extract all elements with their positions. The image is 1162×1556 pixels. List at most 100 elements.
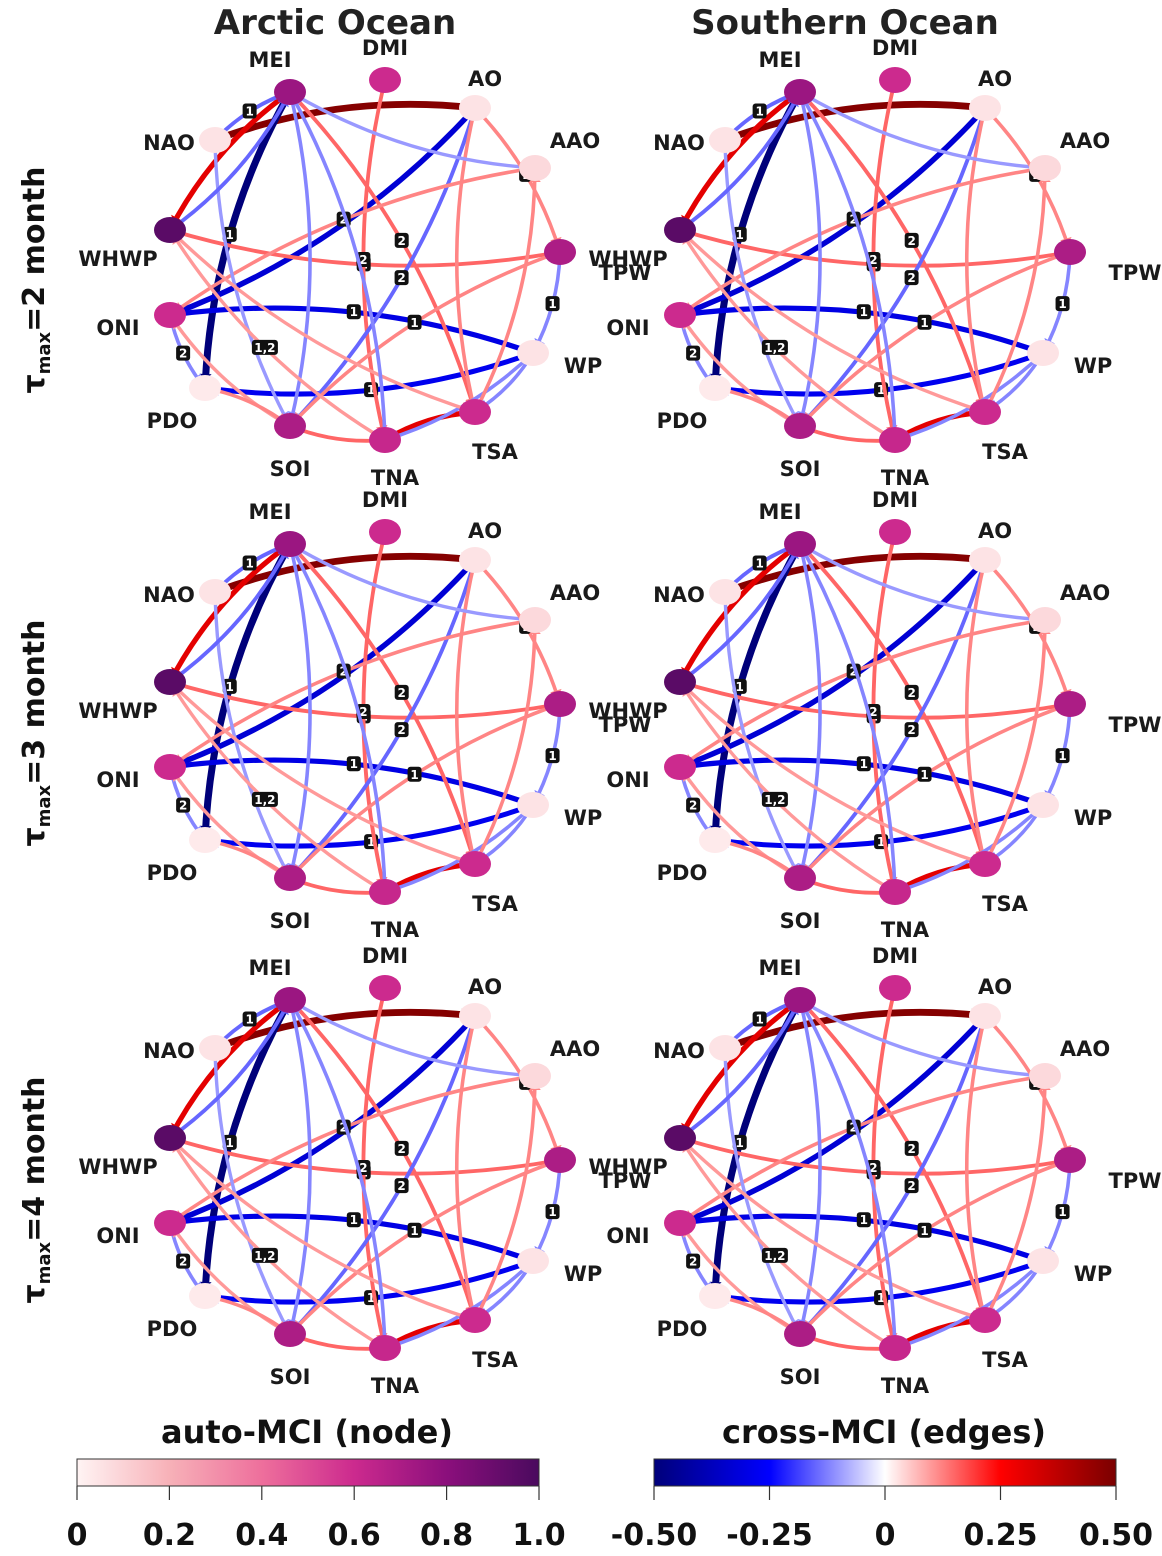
node-ao	[969, 1003, 1001, 1029]
node-tna	[879, 427, 911, 453]
network-edge	[167, 89, 293, 233]
edge-lag-label: 1	[920, 1224, 928, 1238]
edge-lag-badge	[761, 339, 788, 355]
edge-lag-label: 2	[869, 253, 877, 267]
network-edge	[288, 542, 312, 880]
edge-lag-badge	[904, 722, 919, 738]
edge-lag-label: 1,2	[764, 341, 785, 355]
network-edge	[677, 997, 803, 1141]
edge-lag-badge	[394, 722, 409, 738]
edge-lag-label: 2	[850, 665, 858, 679]
edge-lag-badge	[407, 1222, 422, 1238]
edge-lag-badge	[752, 103, 767, 119]
edge-lag-label: 1	[548, 297, 556, 311]
edge-lag-label: 2	[908, 234, 916, 248]
edge-lag-badge	[856, 1212, 871, 1228]
node-label: NAO	[653, 583, 705, 607]
node-dmi	[369, 67, 401, 93]
edge-lag-badge	[242, 1011, 257, 1027]
node-label: MEI	[248, 48, 291, 72]
node-nao	[199, 1035, 231, 1061]
node-pdo	[189, 1283, 221, 1309]
edge-lag-badge	[407, 314, 422, 330]
node-ao	[459, 547, 491, 573]
network-edge	[964, 558, 987, 866]
node-label: TSA	[472, 1348, 518, 1372]
node-label: WP	[564, 1262, 603, 1286]
network-edge	[983, 1074, 1047, 1322]
node-oni	[664, 754, 696, 780]
node-ao	[969, 95, 1001, 121]
node-tpw	[1054, 691, 1086, 717]
edge-lag-label: 1,2	[254, 341, 275, 355]
edge-lag-badge	[856, 304, 871, 320]
node-wp	[517, 340, 549, 366]
network-edge	[288, 998, 387, 1350]
row-title-text: =3 month	[17, 619, 52, 784]
node-tpw	[1054, 1147, 1086, 1173]
edge-lag-badge	[904, 270, 919, 286]
network-edge	[288, 250, 562, 428]
network-edge	[168, 1136, 477, 1322]
node-soi	[784, 1321, 816, 1347]
edge-lag-label: 1,2	[254, 1249, 275, 1263]
node-nao	[199, 127, 231, 153]
node-label: SOI	[780, 457, 821, 481]
node-tsa	[969, 399, 1001, 425]
edge-lag-label: 2	[850, 1121, 858, 1135]
node-nao	[709, 579, 741, 605]
edge-lag-badge	[917, 1222, 932, 1238]
node-tna	[879, 879, 911, 905]
colorbar-tick-label: 0.4	[235, 1518, 288, 1553]
network-edge	[798, 542, 822, 880]
network-edge	[473, 166, 537, 414]
network-edge	[473, 106, 562, 254]
edge-lag-badge	[176, 345, 191, 361]
edge-lag-badge	[407, 766, 422, 782]
edge-lag-label: 2	[359, 705, 367, 719]
edge-lag-label: 2	[397, 271, 405, 285]
svg-text:τmax=2 month: τmax=2 month	[17, 166, 55, 393]
edge-group: 1111122221121,21	[167, 986, 562, 1356]
column-title-arctic: Arctic Ocean	[214, 3, 456, 43]
network-panel: 1111122221121,21MEIDMIAOAAOTPWWPTSATNASO…	[588, 488, 1161, 942]
node-label: AO	[468, 519, 502, 543]
network-edge	[964, 1014, 987, 1322]
edge-lag-label: 2	[359, 1161, 367, 1175]
node-label: AO	[468, 975, 502, 999]
colorbar-ticks: -0.50 -0.25 0 0.25 0.50	[611, 1486, 1153, 1553]
node-whwp	[664, 1125, 696, 1151]
node-whwp	[664, 217, 696, 243]
network-edge	[677, 89, 803, 233]
edge-lag-label: 2	[907, 723, 915, 737]
edge-lag-badge	[904, 232, 919, 248]
node-mei	[274, 79, 306, 105]
colorbar-tick-label: 0	[875, 1518, 896, 1553]
network-edge	[798, 702, 1072, 880]
edge-lag-label: 1	[860, 305, 868, 319]
node-tna	[369, 1335, 401, 1361]
node-label: MEI	[758, 956, 801, 980]
node-label: WP	[564, 806, 603, 830]
network-panel: 1111122221121,21MEIDMIAOAAOTPWWPTSATNASO…	[588, 36, 1161, 490]
network-edge	[288, 542, 387, 894]
node-dmi	[879, 519, 911, 545]
edge-lag-label: 1	[367, 835, 375, 849]
tau-subscript: max	[34, 331, 55, 374]
edge-lag-badge	[904, 1178, 919, 1194]
network-edge	[983, 166, 1047, 414]
node-label: TPW	[599, 261, 652, 285]
node-label: NAO	[653, 1039, 705, 1063]
node-label: TSA	[472, 440, 518, 464]
edge-lag-badge	[545, 748, 560, 764]
node-label: AO	[468, 67, 502, 91]
node-label: ONI	[606, 316, 649, 340]
edge-lag-label: 1	[1058, 1205, 1066, 1219]
edge-lag-label: 1	[548, 749, 556, 763]
edge-lag-label: 1,2	[764, 1249, 785, 1263]
edge-lag-label: 1	[226, 1136, 234, 1150]
edge-lag-label: 2	[869, 705, 877, 719]
network-edge	[168, 90, 292, 232]
node-mei	[784, 987, 816, 1013]
edge-lag-badge	[545, 1204, 560, 1220]
